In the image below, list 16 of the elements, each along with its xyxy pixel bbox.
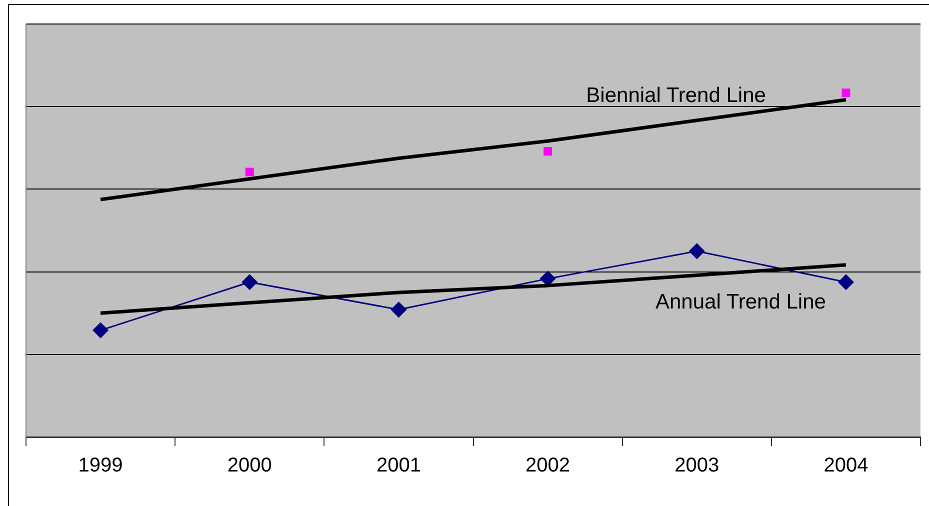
- x-tick-label: 1999: [78, 454, 123, 477]
- point: [689, 243, 705, 259]
- point: [838, 274, 854, 290]
- point: [842, 88, 850, 98]
- x-tick-label: 2004: [824, 454, 868, 477]
- x-tick-label: 2001: [376, 454, 421, 477]
- point: [92, 322, 108, 338]
- point: [390, 302, 406, 318]
- x-tick-label: 2002: [526, 454, 570, 477]
- series-label: Biennial Trend Line: [586, 84, 766, 108]
- x-tick-label: 2000: [227, 454, 272, 477]
- point: [245, 168, 254, 176]
- point: [242, 274, 258, 290]
- point: [544, 147, 552, 156]
- series-label: Annual Trend Line: [655, 290, 826, 314]
- x-tick-label: 2003: [674, 454, 720, 477]
